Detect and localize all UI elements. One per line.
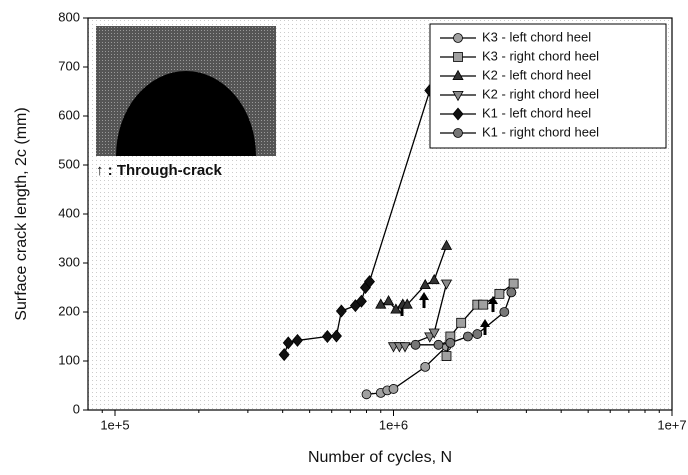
y-tick-label: 700 [58,58,80,73]
marker [445,337,456,348]
x-tick-label: 1e+5 [100,417,129,432]
marker [364,275,375,289]
marker [361,389,372,400]
marker [410,339,421,350]
marker [355,294,367,308]
y-tick-label: 500 [58,156,80,171]
marker [452,69,464,80]
marker [478,299,489,310]
series [375,239,453,314]
marker [463,331,473,342]
y-axis-label: Surface crack length, 2c (mm) [13,107,30,320]
y-tick-label: 200 [58,303,80,318]
marker [508,278,519,289]
x-tick-label: 1e+7 [657,417,686,432]
marker [330,329,342,343]
y-tick-label: 800 [58,9,80,24]
marker [433,339,444,350]
marker [420,361,431,372]
marker [291,333,303,347]
x-tick-label: 1e+6 [379,417,408,432]
marker [282,336,294,350]
legend-label: K1 - left chord heel [482,105,591,120]
series [361,341,452,400]
marker [321,330,333,343]
marker [472,329,483,339]
y-tick-label: 0 [73,401,80,416]
marker [440,279,453,290]
marker [456,317,467,328]
y-tick-label: 400 [58,205,80,220]
series [410,287,517,350]
legend-label: K3 - right chord heel [482,48,599,63]
inset-image [96,26,276,156]
marker [453,128,463,138]
marker [452,107,464,121]
marker [428,273,440,285]
marker [428,328,440,339]
legend-label: K2 - right chord heel [482,86,599,101]
marker [506,287,517,298]
x-axis-label: Number of cycles, N [308,449,452,466]
marker [375,298,387,309]
legend-label: K2 - left chord heel [482,67,591,82]
annotation: ↑ : Through-crack [96,162,223,179]
y-tick-label: 600 [58,107,80,122]
marker [453,52,463,62]
marker [399,342,411,353]
marker [388,384,399,394]
legend-label: K3 - left chord heel [482,29,591,44]
marker [401,298,413,309]
marker [453,33,463,43]
marker [441,351,452,362]
marker [499,307,510,317]
series [387,279,453,353]
marker [419,278,431,290]
y-tick-label: 300 [58,254,80,269]
marker [335,304,347,318]
marker [494,288,505,299]
legend-label: K1 - right chord heel [482,124,599,139]
y-tick-label: 100 [58,352,80,367]
marker [452,91,464,102]
legend-box [429,23,667,149]
marker [440,239,453,250]
marker [278,348,290,362]
marker [382,294,395,306]
series [441,278,519,362]
